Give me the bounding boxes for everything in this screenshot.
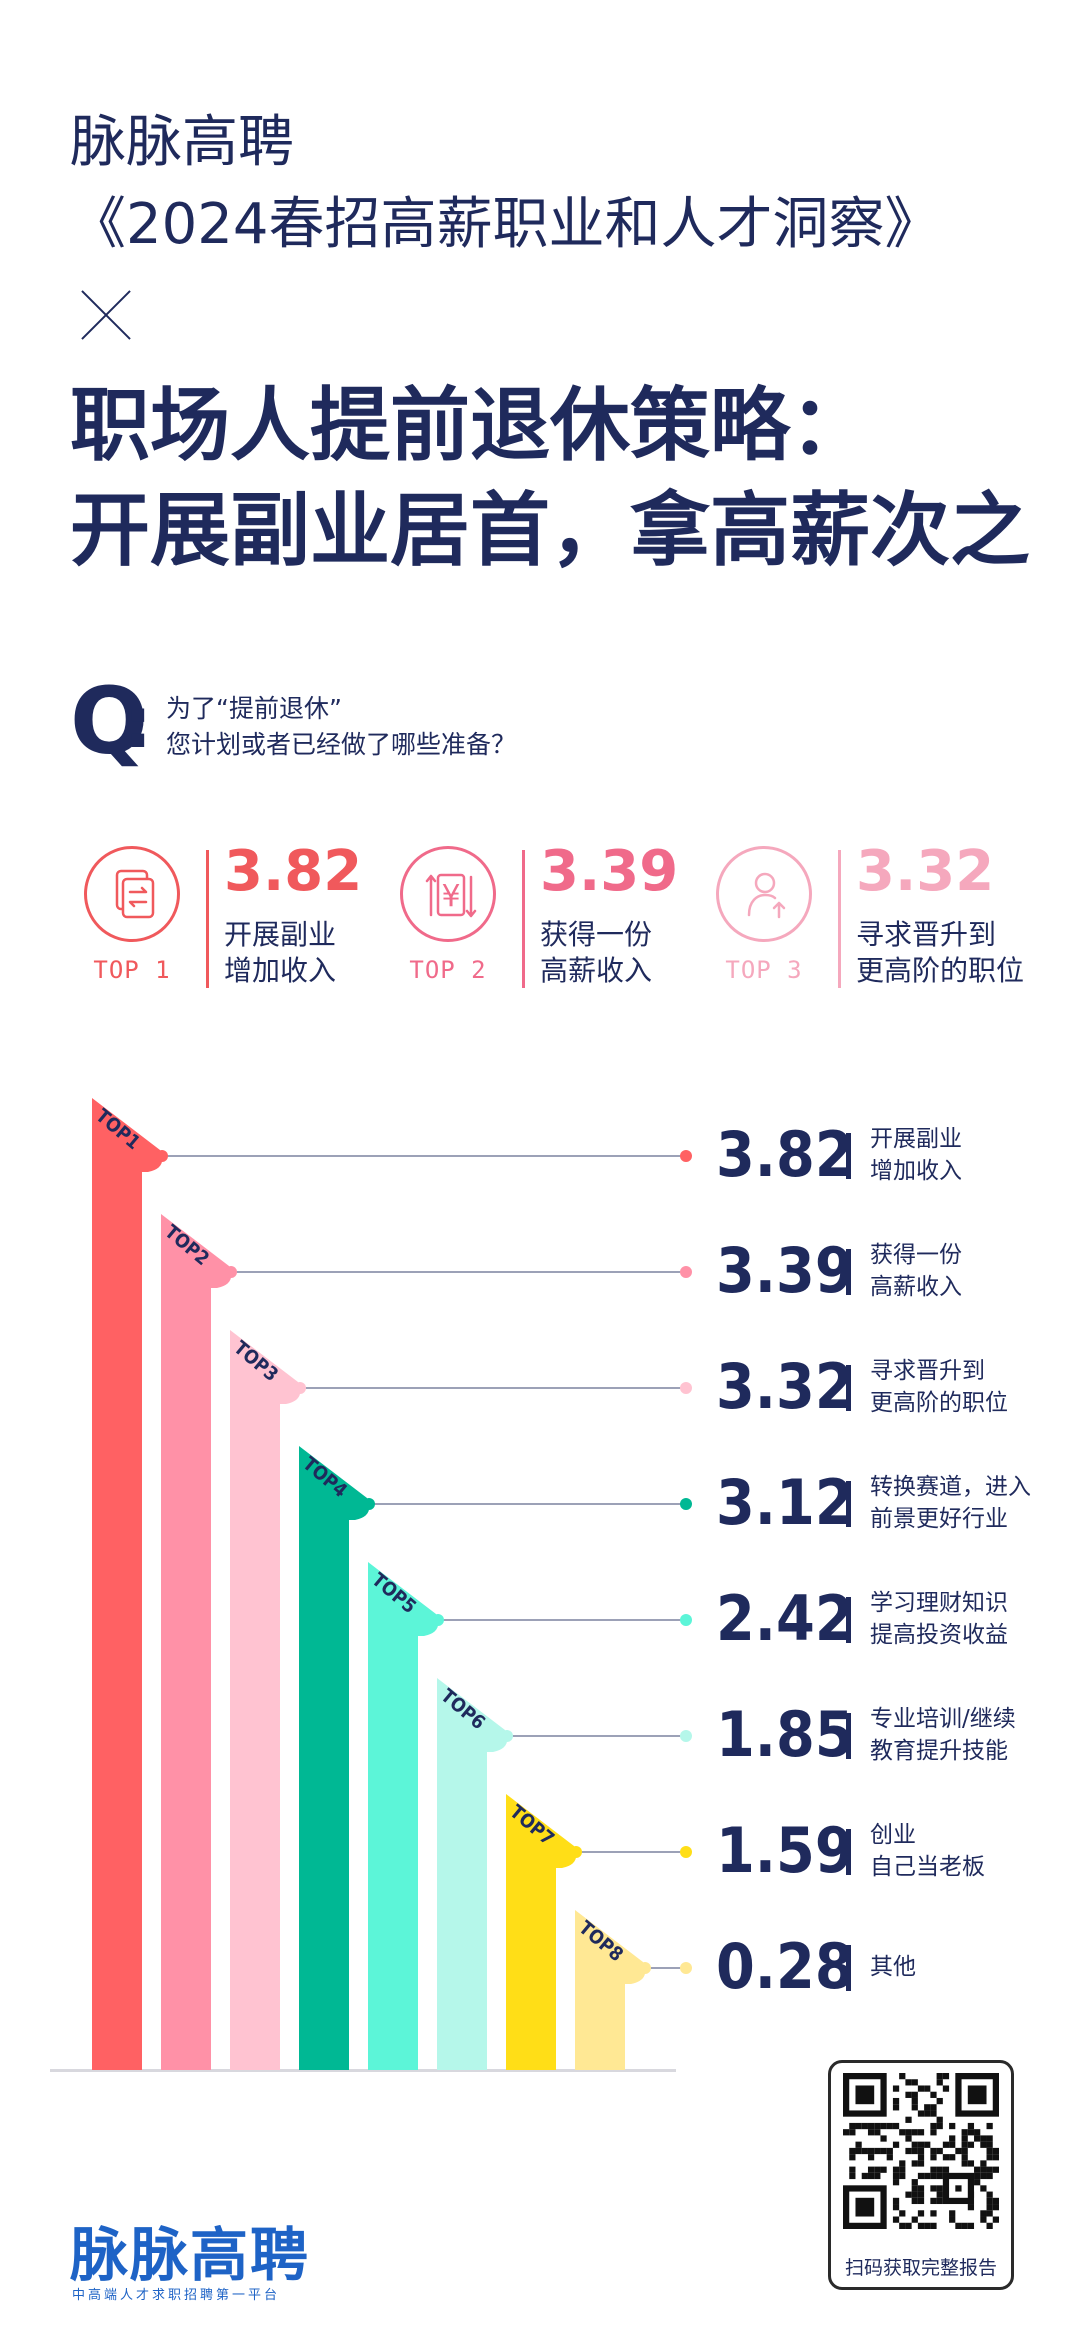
person-arrow-up-icon — [747, 872, 786, 919]
question-line-1: 为了“提前退休” — [166, 694, 342, 723]
leader-dot-end — [680, 1614, 692, 1626]
question-line-2: 您计划或者已经做了哪些准备？ — [166, 730, 517, 759]
bar-label-line-2: 高薪收入 — [870, 1274, 962, 1300]
bar-value: 3.39 — [716, 1234, 854, 1307]
leader-dot-start — [363, 1498, 375, 1510]
top-label: 更高阶的职位 — [856, 954, 1025, 987]
leader-dot-end — [680, 1730, 692, 1742]
bar-shape — [92, 1098, 163, 2070]
bar-shape — [368, 1562, 439, 2070]
leader-dot-start — [432, 1614, 444, 1626]
svg-text:¥: ¥ — [441, 879, 460, 914]
top-rank: TOP 1 — [93, 956, 171, 984]
bar-6: TOP6 — [436, 1678, 692, 2070]
top-divider — [838, 850, 841, 988]
qr-caption: 扫码获取完整报告 — [844, 2257, 997, 2279]
top-label: 获得一份 — [540, 918, 653, 951]
leader-dot-start — [294, 1382, 306, 1394]
top-score: 3.82 — [224, 839, 363, 904]
bar-label-line-2: 提高投资收益 — [870, 1622, 1008, 1648]
bar-label-line-2: 增加收入 — [870, 1158, 962, 1184]
qr-code-icon[interactable] — [843, 2073, 999, 2229]
leader-dot-start — [501, 1730, 513, 1742]
top-rank: TOP 2 — [409, 956, 487, 984]
bar-label-line-2: 前景更好行业 — [870, 1506, 1008, 1532]
bar-label-line-1: 其他 — [870, 1954, 916, 1980]
value-divider — [846, 1133, 851, 1179]
brand-logo: 脉脉高聘 — [70, 2221, 311, 2289]
leader-dot-start — [225, 1266, 237, 1278]
bar-value: 0.28 — [716, 1930, 854, 2003]
top-label: 增加收入 — [224, 954, 337, 987]
leader-dot-end — [680, 1846, 692, 1858]
leader-dot-start — [570, 1846, 582, 1858]
brand-tagline: 中高端人才求职招聘第一平台 — [72, 2288, 281, 2303]
exchange-document-icon — [115, 869, 155, 919]
value-divider — [846, 1713, 851, 1759]
question-mark: Q — [70, 668, 149, 775]
bar-value: 1.85 — [716, 1698, 854, 1771]
value-divider — [846, 1829, 851, 1875]
headline-line-1: 职场人提前退休策略： — [70, 379, 870, 472]
bar-shape — [161, 1214, 232, 2070]
bar-shape — [575, 1910, 646, 2070]
bar-label-line-1: 获得一份 — [870, 1242, 962, 1268]
bar-value: 3.12 — [716, 1466, 854, 1539]
leader-dot-end — [680, 1266, 692, 1278]
question-colon: : — [124, 682, 152, 764]
bar-2: TOP2 — [160, 1214, 692, 2070]
value-divider — [846, 1945, 851, 1991]
bar-shape — [299, 1446, 370, 2070]
top-divider — [206, 850, 209, 988]
cross-icon — [78, 287, 134, 343]
headline-line-2: 开展副业居首，拿高薪次之 — [70, 484, 1030, 577]
bar-shape — [506, 1794, 577, 2070]
bar-value: 3.82 — [716, 1118, 854, 1191]
top-rank: TOP 3 — [725, 956, 803, 984]
bar-label-line-1: 转换赛道，进入 — [870, 1474, 1031, 1500]
bar-label-line-2: 自己当老板 — [870, 1854, 985, 1880]
bar-label-line-1: 学习理财知识 — [870, 1590, 1008, 1616]
top-label: 开展副业 — [224, 918, 337, 951]
bar-label-line-1: 寻求晋升到 — [870, 1358, 985, 1384]
leader-dot-start — [156, 1150, 168, 1162]
report-source: 脉脉高聘 — [70, 110, 294, 175]
top-icon-circle — [716, 846, 812, 942]
value-divider — [846, 1481, 851, 1527]
bar-label-line-2: 更高阶的职位 — [870, 1390, 1008, 1416]
top-label: 高薪收入 — [540, 954, 653, 987]
bar-value: 3.32 — [716, 1350, 854, 1423]
value-divider — [846, 1365, 851, 1411]
top-score: 3.39 — [540, 839, 679, 904]
leader-dot-end — [680, 1150, 692, 1162]
yen-document-icon: ¥ — [425, 873, 477, 918]
top-divider — [522, 850, 525, 988]
bar-value: 2.42 — [716, 1582, 854, 1655]
bar-3: TOP3 — [229, 1330, 692, 2070]
top-label: 寻求晋升到 — [856, 918, 997, 951]
leader-dot-end — [680, 1962, 692, 1974]
leader-dot-end — [680, 1498, 692, 1510]
leader-dot-start — [639, 1962, 651, 1974]
bar-8: TOP8 — [574, 1910, 692, 2070]
bar-label-line-1: 创业 — [870, 1822, 916, 1848]
report-title: 《2024春招高薪职业和人才洞察》 — [70, 192, 941, 257]
bar-label-line-1: 开展副业 — [870, 1126, 962, 1152]
bar-shape — [230, 1330, 301, 2070]
top-icon-circle: ¥ — [400, 846, 496, 942]
bar-value: 1.59 — [716, 1814, 854, 1887]
top-score: 3.32 — [856, 839, 995, 904]
leader-dot-end — [680, 1382, 692, 1394]
bar-shape — [437, 1678, 508, 2070]
top-icon-circle — [84, 846, 180, 942]
bar-label-line-2: 教育提升技能 — [870, 1738, 1008, 1764]
bar-label-line-1: 专业培训/继续 — [870, 1706, 1016, 1732]
value-divider — [846, 1249, 851, 1295]
value-divider — [846, 1597, 851, 1643]
qr-card: 扫码获取完整报告 — [828, 2060, 1014, 2290]
